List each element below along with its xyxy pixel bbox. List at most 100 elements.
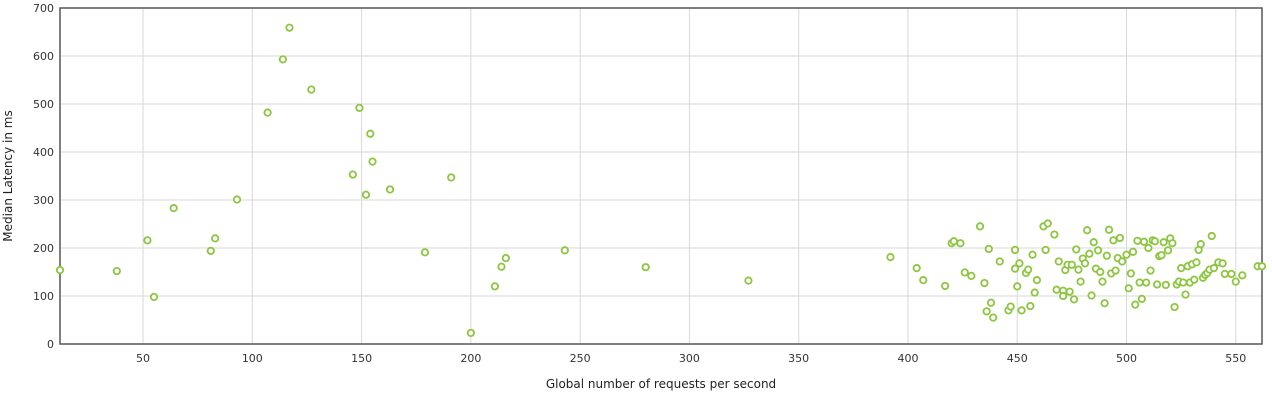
data-point: [361, 190, 371, 199]
data-point: [1163, 246, 1173, 255]
y-tick-label: 700: [33, 2, 54, 15]
data-point: [1139, 237, 1149, 246]
data-point: [1080, 259, 1090, 268]
data-point: [1089, 238, 1098, 247]
data-point: [1220, 269, 1229, 279]
data-point: [1024, 265, 1033, 274]
data-point: [1190, 275, 1199, 284]
data-point: [1111, 266, 1120, 275]
x-axis-ticks: 50 100 150 200 250 300 350 400 450 500 550: [136, 352, 1246, 365]
data-point: [1006, 302, 1015, 311]
data-point: [960, 268, 969, 277]
data-point: [355, 103, 364, 112]
data-point: [366, 129, 375, 138]
data-point: [1152, 280, 1162, 289]
data-point: [447, 173, 456, 182]
data-point: [1087, 291, 1096, 300]
data-point: [1135, 278, 1144, 287]
data-point: [1010, 245, 1020, 255]
data-point: [1231, 277, 1240, 286]
data-point: [1104, 225, 1114, 234]
data-point: [490, 282, 500, 291]
data-point: [1052, 285, 1061, 294]
data-point: [956, 239, 965, 248]
data-point: [1015, 259, 1024, 268]
data-point: [1083, 226, 1092, 235]
y-tick-label: 500: [33, 98, 54, 111]
data-point: [385, 185, 395, 194]
x-tick-label: 300: [679, 352, 700, 365]
data-point: [1067, 260, 1076, 269]
data-point: [982, 307, 991, 316]
data-point: [1115, 233, 1125, 243]
data-point: [1030, 288, 1039, 297]
data-point: [1069, 295, 1079, 304]
data-point: [466, 328, 475, 338]
data-point: [1179, 278, 1188, 287]
plot-area-frame: [59, 7, 1263, 345]
data-point: [307, 85, 316, 94]
data-point: [420, 248, 430, 257]
y-tick-label: 100: [33, 290, 54, 303]
data-point: [1100, 299, 1109, 308]
data-point: [1118, 257, 1127, 266]
y-tick-label: 0: [47, 338, 54, 351]
data-point: [1227, 269, 1236, 279]
data-point: [980, 278, 989, 288]
data-point: [1072, 245, 1081, 254]
y-axis-ticks: 0 100 200 300 400 500 600 700: [33, 2, 54, 351]
data-point: [986, 298, 996, 307]
data-point: [278, 55, 288, 64]
data-point: [941, 281, 950, 291]
data-point: [1238, 271, 1247, 280]
data-point: [560, 246, 569, 255]
data-point: [1161, 280, 1170, 290]
data-point: [984, 244, 993, 254]
data-point: [497, 262, 506, 271]
data-point: [1010, 264, 1020, 273]
data-point: [1050, 230, 1059, 239]
x-tick-label: 100: [242, 352, 263, 365]
x-tick-label: 150: [351, 352, 372, 365]
data-point: [348, 170, 357, 179]
data-point: [1170, 302, 1179, 312]
y-tick-label: 400: [33, 146, 54, 159]
data-point: [1142, 278, 1151, 287]
data-point: [1168, 239, 1177, 248]
data-point: [919, 276, 928, 285]
data-point: [1131, 300, 1140, 309]
data-point: [989, 313, 998, 322]
x-tick-label: 200: [460, 352, 481, 365]
data-point: [744, 276, 753, 285]
data-point: [1074, 265, 1083, 274]
data-point: [1017, 306, 1026, 315]
data-point: [1102, 251, 1111, 260]
data-point: [1028, 250, 1037, 259]
data-point: [1065, 287, 1074, 296]
data-point: [1209, 264, 1219, 273]
data-point: [1207, 231, 1216, 241]
data-point: [1144, 243, 1153, 253]
data-point: [285, 23, 294, 32]
data-point: [1109, 236, 1118, 245]
data-point: [1124, 284, 1133, 293]
data-point: [1043, 219, 1052, 228]
data-point: [1157, 251, 1166, 260]
y-tick-label: 200: [33, 242, 54, 255]
y-tick-label: 600: [33, 50, 54, 63]
data-point: [501, 253, 510, 263]
data-point: [912, 264, 921, 273]
data-point: [949, 237, 958, 246]
y-axis-title: Median Latency in ms: [1, 110, 15, 241]
data-point: [368, 157, 377, 166]
data-point: [1041, 245, 1050, 255]
x-axis-title: Global number of requests per second: [546, 377, 776, 391]
y-tick-label: 300: [33, 194, 54, 207]
data-points: [55, 23, 1267, 338]
data-point: [1054, 257, 1063, 266]
data-point: [1257, 262, 1267, 271]
data-point: [1192, 258, 1201, 267]
data-point: [232, 195, 242, 204]
data-point: [641, 263, 650, 272]
data-point: [1122, 250, 1131, 259]
